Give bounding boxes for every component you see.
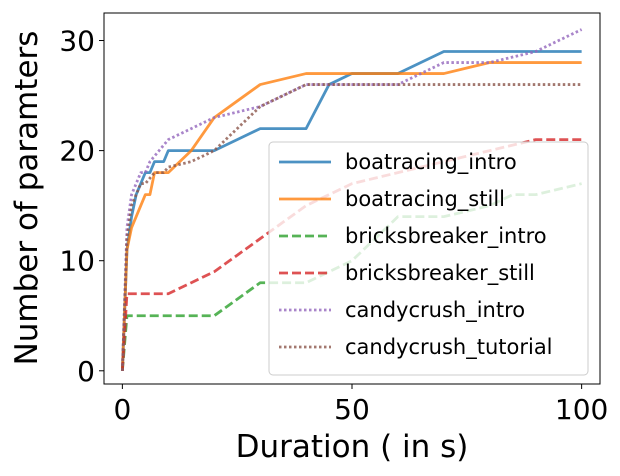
x-tick-label: 100 <box>555 393 608 426</box>
legend-entry-label: bricksbreaker_intro <box>345 224 547 249</box>
series-line-boatracing-intro <box>120 50 582 371</box>
legend-entry-label: boatracing_still <box>345 187 505 212</box>
legend: boatracing_intro boatracing_still bricksbr… <box>268 141 589 376</box>
legend-entry-label: bricksbreaker_still <box>345 261 535 286</box>
y-axis-ticks: 0 10 20 30 <box>59 25 104 388</box>
x-tick-label: 0 <box>113 393 131 426</box>
legend-entry-label: candycrush_tutorial <box>345 335 553 360</box>
series-line-candycrush-tutorial <box>120 83 582 371</box>
y-axis-label: Number of paramters <box>9 31 45 366</box>
y-tick-label: 20 <box>59 135 95 168</box>
legend-entry-label: boatracing_intro <box>345 150 517 175</box>
x-axis-label: Duration ( in s) <box>236 429 469 465</box>
y-tick-label: 10 <box>59 245 95 278</box>
y-tick-label: 30 <box>59 25 95 58</box>
x-tick-label: 50 <box>334 393 370 426</box>
series-line-boatracing-still <box>120 61 582 371</box>
x-axis-ticks: 0 50 100 <box>113 384 608 426</box>
legend-box <box>268 141 589 376</box>
y-tick-label: 0 <box>77 355 95 388</box>
series-line-bricksbreaker-intro <box>120 182 582 371</box>
legend-entry-label: candycrush_intro <box>345 298 525 323</box>
